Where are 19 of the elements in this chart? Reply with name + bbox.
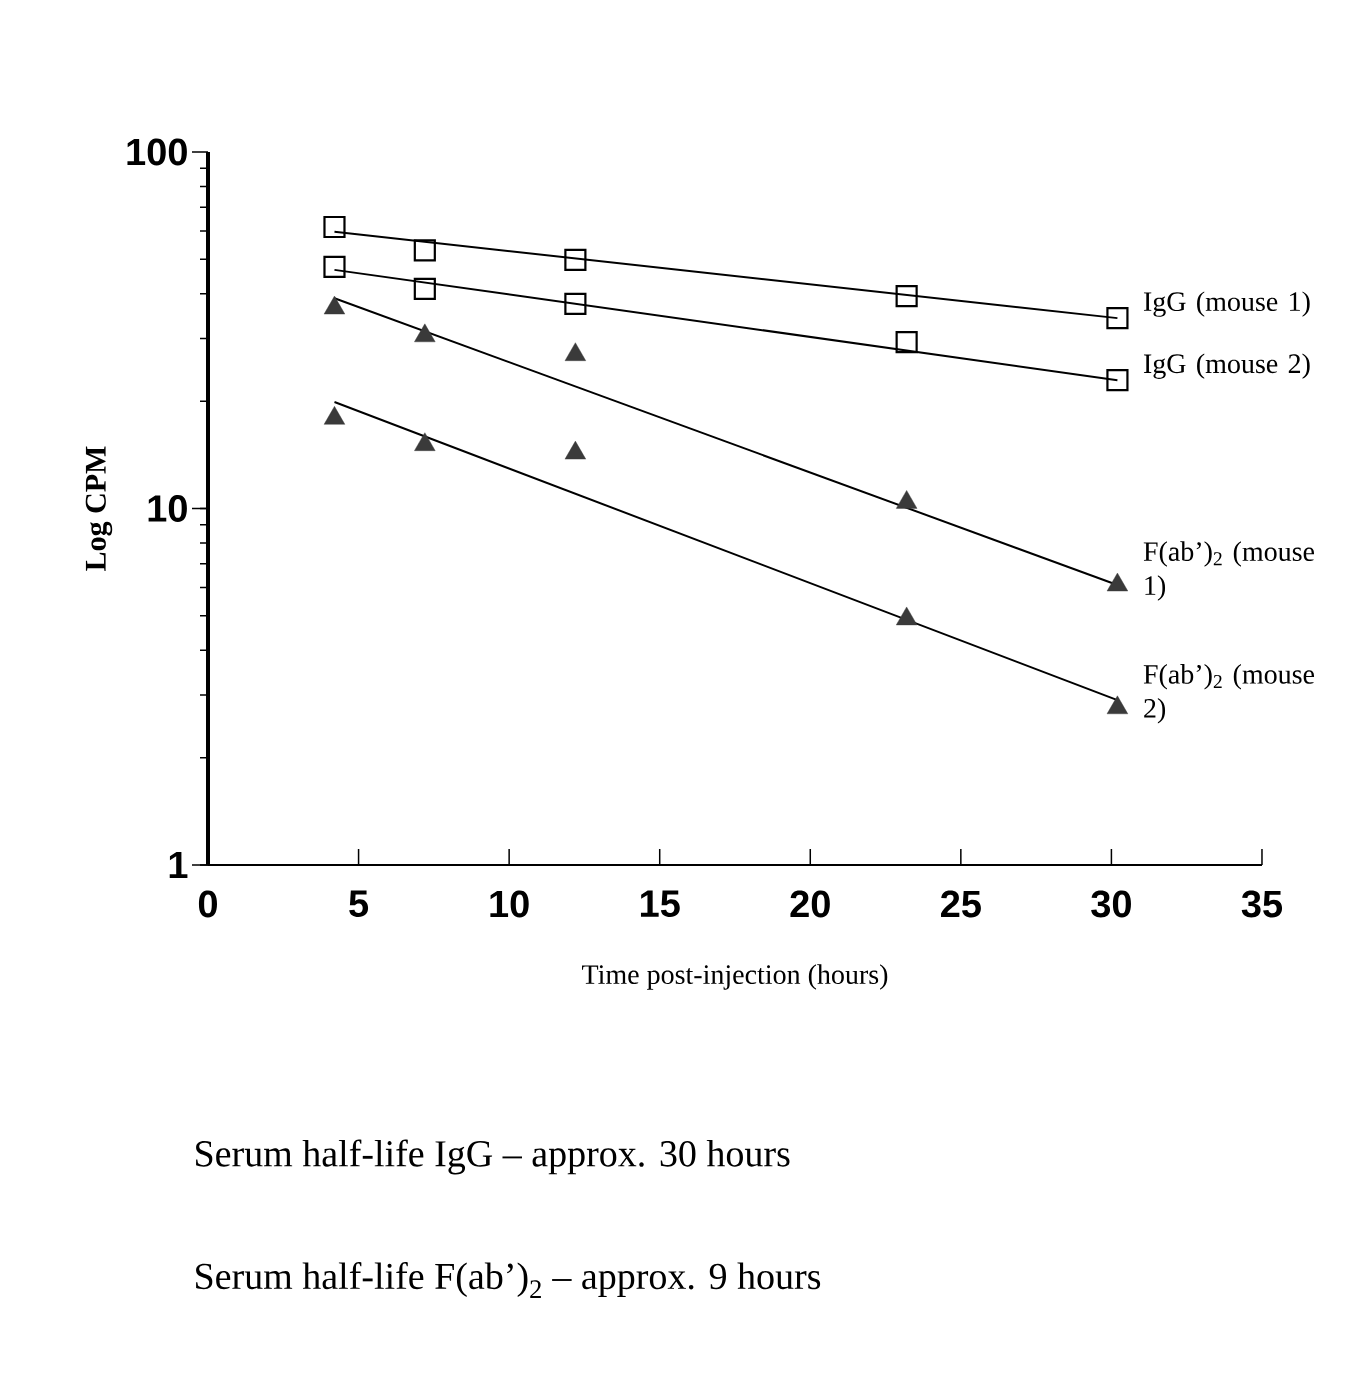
x-tick-label: 5: [349, 890, 369, 918]
y-axis-title: Log CPM: [85, 446, 113, 571]
text: F(ab’)$_{2}$ (mouse 1): [1143, 541, 1315, 601]
x-tick-label: 0: [198, 890, 218, 918]
x-tick-label: 20: [790, 890, 830, 918]
x-tick-label: 25: [941, 890, 981, 918]
x-tick-label: 30: [1091, 890, 1131, 918]
series-label: IgG (mouse 1): [1143, 291, 1310, 317]
y-tick-label: 10: [148, 495, 187, 522]
x-axis-title: Time post-injection (hours): [582, 964, 888, 990]
text: Serum half-life F(ab’)$_{2}$ – approx. 9 hours: [196, 1262, 821, 1298]
series-label: IgG (mouse 2): [1143, 353, 1310, 379]
x-tick-label: 15: [640, 890, 680, 918]
y-tick-label: 1: [169, 851, 188, 879]
text: F(ab’)$_{2}$ (mouse 2): [1143, 664, 1315, 724]
text: Serum half-life IgG – approx. 30 hours: [196, 1139, 790, 1175]
x-tick-label: 10: [490, 890, 529, 918]
y-tick-label: 100: [127, 138, 187, 166]
x-tick-label: 35: [1241, 890, 1283, 918]
